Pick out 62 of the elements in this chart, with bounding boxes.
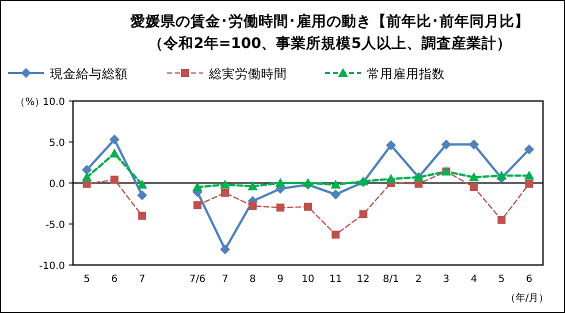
y-tick-label: 0.0 [49, 179, 65, 190]
point [192, 182, 202, 192]
x-tick-label: 5 [498, 274, 505, 285]
point [193, 201, 202, 210]
point [303, 178, 313, 187]
x-tick-label: 7 [222, 274, 228, 285]
point [332, 230, 340, 239]
legend-label: 現金給与総額 [50, 66, 128, 81]
x-tick-label: 7/6 [189, 274, 206, 285]
point [82, 172, 92, 182]
point [468, 139, 479, 150]
point [470, 183, 478, 192]
point [496, 170, 507, 180]
point [330, 189, 341, 200]
point [82, 164, 92, 175]
chart-title: 愛媛県の賃金･労働時間･雇用の動き【前年比･前年同月比】 [130, 12, 530, 30]
legend-label: 常用雇用指数 [367, 66, 445, 81]
x-tick-label: 4 [470, 274, 478, 285]
point [330, 180, 341, 189]
x-tick-label: 2 [415, 274, 422, 285]
point [137, 180, 148, 189]
point [498, 216, 506, 224]
point [248, 181, 258, 190]
point [304, 202, 312, 211]
point [525, 180, 534, 188]
y-tick-label: 5.0 [49, 138, 65, 149]
point [248, 202, 257, 210]
chart-subtitle: （令和2年=100、事業所規模5人以上、調査産業計） [148, 34, 512, 52]
y-tick-label: 10.0 [42, 97, 65, 108]
point [109, 134, 120, 145]
y-tick-label: -5.0 [45, 220, 65, 231]
x-tick-label: 5 [84, 274, 90, 285]
x-axis-title: （年/月） [505, 292, 549, 304]
x-tick-label: 6 [111, 274, 118, 285]
point [275, 178, 286, 187]
point [524, 170, 534, 180]
legend-label: 総実労働時間 [208, 66, 287, 81]
point [386, 140, 396, 150]
x-tick-label: 6 [526, 274, 532, 285]
x-tick-label: 3 [443, 274, 450, 285]
point [441, 139, 452, 150]
point [524, 144, 534, 154]
x-tick-label: 10 [302, 274, 314, 285]
y-axis-title: （%） [15, 97, 45, 108]
point [221, 188, 230, 197]
point [468, 172, 479, 182]
point [386, 174, 396, 183]
x-tick-label: 9 [277, 274, 284, 285]
point [359, 210, 368, 218]
x-tick-label: 8/1 [382, 274, 399, 285]
x-tick-label: 11 [329, 274, 342, 285]
x-tick-label: 8 [250, 274, 256, 285]
point [276, 204, 284, 212]
point [137, 190, 148, 200]
point [138, 212, 146, 220]
point [110, 176, 118, 184]
point [220, 244, 230, 254]
x-tick-label: 7 [138, 274, 146, 285]
point [109, 148, 120, 158]
y-tick-label: -10.0 [39, 261, 65, 272]
x-tick-label: 12 [356, 274, 370, 285]
point [220, 180, 230, 189]
